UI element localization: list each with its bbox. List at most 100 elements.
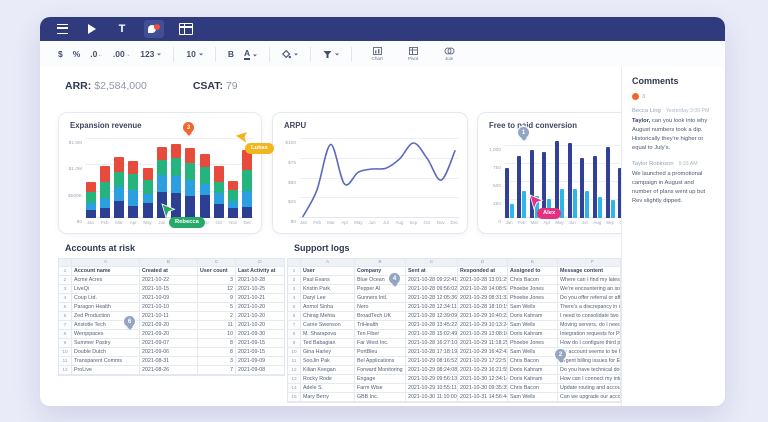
active-comment-pin[interactable]: 3 [632, 93, 715, 100]
cell[interactable]: Bel Applications [355, 357, 406, 366]
cell[interactable]: 2021-10-28 12:39:09 [406, 312, 458, 321]
row-number[interactable]: 5 [59, 303, 72, 312]
cell[interactable]: 10 [198, 330, 236, 339]
cell[interactable]: Phoebe Jones [508, 285, 558, 294]
cell[interactable]: Coup Ltd. [72, 294, 140, 303]
row-number[interactable]: 9 [288, 339, 301, 348]
cell[interactable]: Gunners Intl. [355, 294, 406, 303]
cell[interactable]: 2021-10-29 11:18:25 [458, 339, 508, 348]
cell[interactable]: How can I connect my internati [558, 375, 620, 384]
cell[interactable]: Chirag Mehta [301, 312, 355, 321]
cell[interactable]: 2021-09-15 [236, 339, 284, 348]
currency-format-button[interactable]: $ [58, 49, 63, 59]
cell[interactable]: Mary Berry [301, 393, 355, 402]
number-format-dropdown[interactable]: 123 [140, 49, 162, 59]
cell[interactable]: 2021-10-28 09:56:02 [406, 285, 458, 294]
cell[interactable]: 2021-10-30 09:35:39 [458, 384, 508, 393]
cell[interactable]: 8 [198, 339, 236, 348]
cell[interactable]: 2021-10-10 [140, 303, 198, 312]
cell[interactable]: 2021-08-31 [140, 357, 198, 366]
comment[interactable]: Taylor Robinson 9:33 AM We launched a pr… [632, 161, 715, 206]
cell[interactable]: 2021-08-26 [140, 366, 198, 375]
cell[interactable]: 2021-10-20 [236, 312, 284, 321]
cell[interactable]: LiveQi [72, 285, 140, 294]
cell[interactable]: Rocky Rode [301, 375, 355, 384]
cell[interactable]: Pepper AI [355, 285, 406, 294]
comment-pin-3[interactable]: 3 [183, 122, 194, 133]
cell[interactable]: Far West Inc. [355, 339, 406, 348]
cell[interactable]: Daryl Lee [301, 294, 355, 303]
theme-paint-icon[interactable] [144, 20, 164, 38]
row-number[interactable]: 11 [288, 357, 301, 366]
cell[interactable]: Responded at [458, 267, 508, 276]
row-number[interactable]: 6 [288, 312, 301, 321]
cell[interactable]: 2021-10-09 [140, 294, 198, 303]
cell[interactable]: Gina Harley [301, 348, 355, 357]
cell[interactable]: 2021-09-08 [236, 366, 284, 375]
row-number[interactable]: 11 [59, 357, 72, 366]
cell[interactable]: ProLive [72, 366, 140, 375]
cell[interactable]: Where can I find my latest billi [558, 276, 620, 285]
cell[interactable]: 3 [198, 276, 236, 285]
column-letter[interactable]: B [140, 259, 198, 267]
text-color-dropdown[interactable]: A [244, 48, 258, 60]
row-number[interactable]: 1 [59, 267, 72, 276]
table-grid-icon[interactable] [178, 21, 194, 37]
row-number[interactable]: 8 [59, 330, 72, 339]
cell[interactable]: Company [355, 267, 406, 276]
cell[interactable]: Werqspaces [72, 330, 140, 339]
cell[interactable]: Moving servers, do I need to in [558, 321, 620, 330]
cell[interactable]: PortBleu [355, 348, 406, 357]
row-number[interactable]: 13 [288, 375, 301, 384]
column-letter[interactable]: A [301, 259, 355, 267]
cell[interactable]: Phoebe Jones [508, 294, 558, 303]
join-button[interactable]: Join [436, 47, 462, 61]
cell[interactable]: Sent at [406, 267, 458, 276]
cell[interactable]: 2 [198, 312, 236, 321]
cell[interactable]: Last Activity at [236, 267, 284, 276]
cell[interactable]: Ted Babagian [301, 339, 355, 348]
row-number[interactable]: 6 [59, 312, 72, 321]
column-letter[interactable]: D [236, 259, 284, 267]
cell[interactable]: 2021-10-29 08:31:32 [458, 294, 508, 303]
cell[interactable]: Anmol Sinha [301, 303, 355, 312]
cell[interactable]: 2021-09-09 [236, 357, 284, 366]
cell[interactable]: 3 [198, 357, 236, 366]
row-number[interactable]: 12 [288, 366, 301, 375]
cell[interactable]: Farm Wise [355, 384, 406, 393]
row-number[interactable]: 3 [288, 285, 301, 294]
cell[interactable]: Acme Acres [72, 276, 140, 285]
cell[interactable]: 2021-10-29 08:24:08 [406, 366, 458, 375]
cell[interactable]: Doris Kahram [508, 312, 558, 321]
row-number[interactable]: 5 [288, 303, 301, 312]
cell[interactable]: 2021-10-28 12:34:11 [406, 303, 458, 312]
chart-card-expansion-revenue[interactable]: Expansion revenue $0 $500K $1.0M $1.5M Jan Fe… [58, 112, 262, 234]
cell[interactable]: 2021-10-15 [140, 285, 198, 294]
row-number[interactable]: 7 [59, 321, 72, 330]
cell[interactable]: 2021-10-28 13:01:29 [458, 276, 508, 285]
cell[interactable]: Urgent billing issues for EU sa [558, 357, 620, 366]
present-play-icon[interactable] [84, 21, 100, 37]
row-number[interactable]: 14 [288, 384, 301, 393]
cell[interactable]: User count [198, 267, 236, 276]
column-letter[interactable]: B [355, 259, 406, 267]
comment-pin-2[interactable]: 2 [555, 349, 566, 360]
cell[interactable]: Aristotle Tech [72, 321, 140, 330]
cell[interactable]: Paul Evans [301, 276, 355, 285]
cell[interactable]: Engage [355, 375, 406, 384]
cell[interactable]: Blue Ocean [355, 276, 406, 285]
decrease-decimal-button[interactable]: .0 ← [90, 49, 103, 59]
cell[interactable]: 5 [198, 303, 236, 312]
cell[interactable]: 2021-10-29 10:40:22 [458, 312, 508, 321]
cell[interactable]: 2021-10-22 [140, 276, 198, 285]
cell[interactable]: 2021-10-28 09:22:41 [406, 276, 458, 285]
cell[interactable]: 2021-10-28 17:18:19 [406, 348, 458, 357]
cell[interactable]: Kristin Park [301, 285, 355, 294]
cell[interactable]: Chris Bacon [508, 276, 558, 285]
cell[interactable]: 2021-10-28 13:45:22 [406, 321, 458, 330]
row-number[interactable]: 3 [59, 285, 72, 294]
cell[interactable]: 2021-10-29 10:55:11 [406, 384, 458, 393]
cell[interactable]: Message content [558, 267, 620, 276]
cell[interactable]: 2021-10-28 18:10:19 [458, 303, 508, 312]
cell[interactable]: 2021-10-29 17:22:51 [458, 357, 508, 366]
